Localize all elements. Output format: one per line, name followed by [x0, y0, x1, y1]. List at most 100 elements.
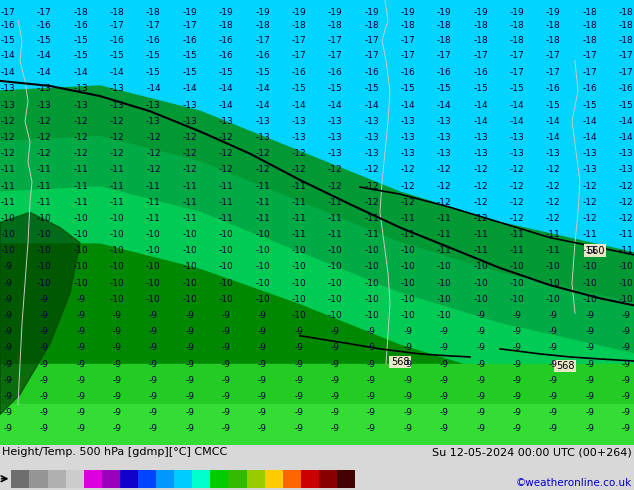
Text: -11: -11	[328, 214, 342, 223]
Text: -9: -9	[113, 424, 122, 433]
Text: -18: -18	[546, 36, 560, 45]
Text: -13: -13	[110, 84, 124, 94]
Text: -9: -9	[185, 408, 194, 417]
Text: -9: -9	[4, 392, 13, 401]
Text: -11: -11	[437, 214, 451, 223]
Polygon shape	[0, 137, 634, 354]
Text: -10: -10	[255, 295, 270, 304]
Text: -10: -10	[219, 295, 233, 304]
Text: -17: -17	[510, 51, 524, 60]
Text: -14: -14	[364, 100, 379, 110]
Text: -10: -10	[183, 295, 197, 304]
Text: -15: -15	[364, 84, 379, 94]
Text: -14: -14	[110, 68, 124, 77]
Text: -14: -14	[146, 84, 161, 94]
Text: -10: -10	[582, 263, 597, 271]
Text: -9: -9	[222, 424, 231, 433]
Text: -11: -11	[110, 182, 124, 191]
Text: -10: -10	[292, 246, 306, 255]
Text: -11: -11	[1, 198, 15, 207]
Text: -9: -9	[621, 408, 630, 417]
Text: -9: -9	[40, 360, 49, 368]
Text: -12: -12	[510, 166, 524, 174]
Text: -14: -14	[255, 100, 270, 110]
Text: -9: -9	[512, 311, 521, 320]
Text: -11: -11	[546, 230, 560, 239]
Text: -10: -10	[364, 246, 379, 255]
Text: -12: -12	[292, 166, 306, 174]
Text: -11: -11	[255, 198, 270, 207]
Text: -9: -9	[149, 376, 158, 385]
Text: -11: -11	[364, 230, 379, 239]
Text: -12: -12	[37, 133, 51, 142]
Text: -11: -11	[110, 198, 124, 207]
Bar	[11, 470, 30, 488]
Text: -9: -9	[4, 295, 13, 304]
Text: -19: -19	[292, 8, 306, 17]
Text: -11: -11	[74, 166, 88, 174]
Text: -11: -11	[292, 214, 306, 223]
Text: -9: -9	[440, 408, 449, 417]
Text: -10: -10	[619, 295, 633, 304]
Text: -16: -16	[582, 84, 597, 94]
Text: -12: -12	[401, 166, 415, 174]
Text: -17: -17	[328, 36, 342, 45]
Text: -9: -9	[149, 311, 158, 320]
Text: -13: -13	[364, 133, 379, 142]
Text: -12: -12	[473, 182, 488, 191]
Text: -9: -9	[185, 392, 194, 401]
Text: -10: -10	[510, 295, 524, 304]
Text: -10: -10	[437, 263, 451, 271]
Text: -17: -17	[292, 51, 306, 60]
Text: -13: -13	[510, 133, 524, 142]
Text: -10: -10	[1, 246, 15, 255]
Text: -14: -14	[473, 100, 488, 110]
Text: -13: -13	[146, 100, 161, 110]
Text: -16: -16	[1, 21, 15, 30]
Text: -11: -11	[183, 214, 197, 223]
Text: -14: -14	[583, 117, 597, 126]
Text: -11: -11	[546, 246, 560, 255]
Text: -12: -12	[546, 166, 560, 174]
Text: -9: -9	[621, 360, 630, 368]
Text: -10: -10	[255, 279, 270, 288]
Text: -13: -13	[619, 149, 633, 158]
Text: -16: -16	[364, 68, 379, 77]
Text: -15: -15	[619, 100, 633, 110]
Text: -18: -18	[619, 36, 633, 45]
Text: -9: -9	[185, 360, 194, 368]
Text: -10: -10	[146, 263, 161, 271]
Text: -12: -12	[473, 198, 488, 207]
Text: -14: -14	[510, 100, 524, 110]
Text: 560: 560	[586, 246, 604, 256]
Bar	[138, 470, 156, 488]
Text: -19: -19	[546, 8, 560, 17]
Text: -12: -12	[619, 214, 633, 223]
Text: -9: -9	[621, 327, 630, 336]
Text: -10: -10	[292, 263, 306, 271]
Text: -17: -17	[546, 51, 560, 60]
Text: -13: -13	[1, 100, 15, 110]
Text: -10: -10	[146, 295, 161, 304]
Text: -9: -9	[40, 408, 49, 417]
Text: -9: -9	[476, 424, 485, 433]
Text: -10: -10	[74, 279, 88, 288]
Text: -10: -10	[582, 295, 597, 304]
Text: -14: -14	[37, 51, 51, 60]
Text: -15: -15	[146, 51, 161, 60]
Text: -16: -16	[292, 68, 306, 77]
Text: -9: -9	[4, 327, 13, 336]
Text: -9: -9	[185, 327, 194, 336]
Text: -10: -10	[401, 279, 415, 288]
Text: -13: -13	[401, 117, 415, 126]
Text: -11: -11	[437, 230, 451, 239]
Text: -9: -9	[258, 311, 267, 320]
Text: -10: -10	[401, 311, 415, 320]
Bar	[210, 470, 228, 488]
Text: -13: -13	[183, 117, 197, 126]
Polygon shape	[0, 212, 80, 415]
Text: -9: -9	[40, 392, 49, 401]
Polygon shape	[0, 187, 634, 404]
Text: -17: -17	[37, 8, 52, 17]
Text: -9: -9	[258, 327, 267, 336]
